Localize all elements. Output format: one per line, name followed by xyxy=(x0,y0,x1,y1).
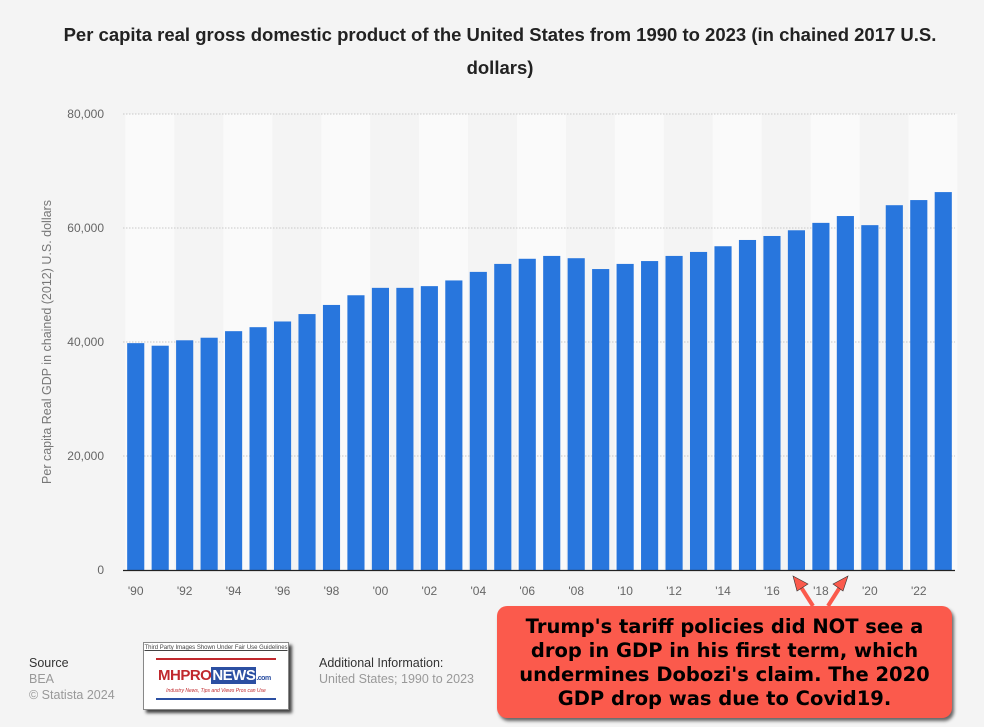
bar-2016 xyxy=(763,235,781,571)
y-tick-label: 20,000 xyxy=(67,449,104,463)
additional-text: United States; 1990 to 2023 xyxy=(319,672,474,686)
bar-1993 xyxy=(200,337,218,570)
x-tick-label: '96 xyxy=(275,584,291,598)
x-tick-label: '90 xyxy=(128,584,144,598)
chart-title: Per capita real gross domestic product o… xyxy=(63,24,937,78)
x-tick-label: '22 xyxy=(911,584,927,598)
bar-1990 xyxy=(127,343,145,570)
watermark-caption: Third Party Images Shown Under Fair Use … xyxy=(144,645,288,651)
mhpronews-watermark-logo: Third Party Images Shown Under Fair Use … xyxy=(143,642,289,710)
x-tick-label: '06 xyxy=(519,584,535,598)
bar-2022 xyxy=(910,200,928,570)
y-tick-labels: 0 20,000 40,000 60,000 80,000 xyxy=(67,107,104,577)
bar-2003 xyxy=(445,280,463,570)
additional-heading: Additional Information: xyxy=(319,656,444,670)
x-tick-label: '18 xyxy=(813,584,829,598)
bar-2007 xyxy=(543,255,561,570)
bar-2005 xyxy=(494,263,512,570)
x-tick-label: '20 xyxy=(862,584,878,598)
source-block: Source BEA © Statista 2024 xyxy=(29,655,115,703)
annotation-arrows xyxy=(792,575,849,608)
bar-2023 xyxy=(934,192,952,570)
bar-1995 xyxy=(249,327,267,570)
bar-2020 xyxy=(861,225,879,570)
bar-2006 xyxy=(518,258,536,570)
x-tick-label: '12 xyxy=(666,584,682,598)
y-axis-label: Per capita Real GDP in chained (2012) U.… xyxy=(40,200,54,484)
bar-2004 xyxy=(469,271,487,570)
bar-2018 xyxy=(812,222,830,570)
x-tick-label: '14 xyxy=(715,584,731,598)
bar-2017 xyxy=(787,230,805,570)
bar-2019 xyxy=(836,216,854,570)
bar-2011 xyxy=(641,261,659,570)
y-tick-label: 40,000 xyxy=(67,335,104,349)
bar-2014 xyxy=(714,246,732,571)
annotation-callout: Trump's tariff policies did NOT see a dr… xyxy=(497,606,952,718)
bar-1996 xyxy=(273,321,292,570)
bar-2021 xyxy=(885,205,903,570)
bar-2000 xyxy=(371,287,389,570)
bar-2013 xyxy=(689,251,708,570)
bar-1999 xyxy=(347,295,365,570)
x-tick-label: '98 xyxy=(324,584,340,598)
bars xyxy=(127,192,952,571)
bar-1997 xyxy=(298,314,316,570)
x-tick-label: '10 xyxy=(617,584,633,598)
additional-info-block: Additional Information: United States; 1… xyxy=(319,655,474,687)
y-tick-label: 60,000 xyxy=(67,221,104,235)
bar-2009 xyxy=(592,269,610,570)
bar-1994 xyxy=(225,331,243,570)
watermark-brand: MHPRONEWS.com xyxy=(158,667,271,684)
background-bands xyxy=(125,114,958,570)
bar-1992 xyxy=(176,340,194,570)
bar-2001 xyxy=(396,287,414,570)
x-tick-label: '02 xyxy=(422,584,438,598)
bar-2002 xyxy=(420,286,438,570)
x-tick-label: '16 xyxy=(764,584,780,598)
x-tick-label: '00 xyxy=(373,584,389,598)
bar-2010 xyxy=(616,263,634,570)
copyright: © Statista 2024 xyxy=(29,688,115,702)
y-tick-label: 0 xyxy=(97,563,104,577)
bar-1998 xyxy=(322,304,341,570)
x-tick-label: '94 xyxy=(226,584,242,598)
x-tick-label: '92 xyxy=(177,584,193,598)
bar-2015 xyxy=(738,239,757,570)
source-name: BEA xyxy=(29,672,55,686)
bar-2008 xyxy=(567,258,585,570)
source-heading: Source xyxy=(29,656,69,670)
y-tick-label: 80,000 xyxy=(67,107,104,121)
bar-2012 xyxy=(665,255,683,570)
x-tick-labels: '90 '92 '94 '96 '98 '00 '02 '04 '06 '08 '10 '12 '14 '… xyxy=(128,584,927,598)
bar-1991 xyxy=(151,345,169,570)
watermark-tagline: Industry News, Tips and Views Pros can U… xyxy=(166,688,266,694)
x-tick-label: '04 xyxy=(470,584,486,598)
x-tick-label: '08 xyxy=(568,584,584,598)
